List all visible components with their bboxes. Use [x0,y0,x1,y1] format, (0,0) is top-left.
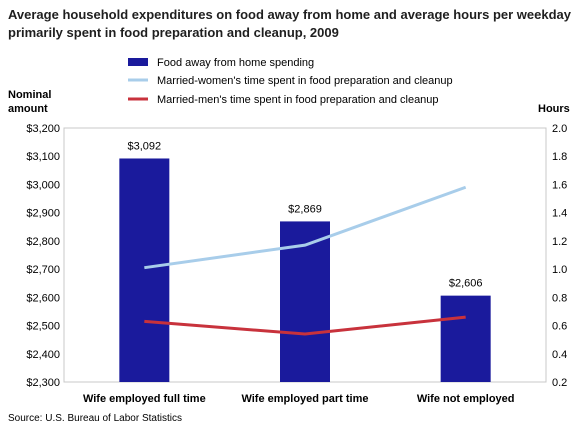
legend: Food away from home spending Married-wom… [128,57,453,106]
bar-wife-employed-full-time [119,158,170,382]
source-note: Source: U.S. Bureau of Labor Statistics [8,413,182,424]
line-married-men-s-time-spent-in-food-preparation-and-cleanup [144,315,466,336]
right-tick-label: 1.4 [552,208,567,220]
right-tick-label: 0.2 [552,377,567,389]
right-tick-label: 2.0 [552,123,567,135]
right-tick-label: 1.2 [552,236,567,248]
x-tick-label: Wife employed full time [83,393,206,405]
left-tick-label: $2,700 [26,264,60,276]
left-tick-label: $3,000 [26,179,60,191]
left-axis-label-line1: Nominal [8,89,51,101]
left-tick-label: $2,500 [26,321,60,333]
left-axis: $2,300 $2,400 $2,500 $2,600 $2,700 $2,800 $2,9… [26,123,60,389]
legend-label-men-time: Married-men's time spent in food prepara… [157,94,439,106]
left-tick-label: $2,300 [26,377,60,389]
line-series [144,185,467,336]
left-tick-label: $3,100 [26,151,60,163]
left-tick-label: $2,900 [26,208,60,220]
left-tick-label: $2,400 [26,349,60,361]
right-tick-label: 0.4 [552,349,567,361]
line-married-women-s-time-spent-in-food-preparation-and-cleanup [144,185,467,270]
right-tick-label: 0.6 [552,321,567,333]
left-tick-label: $2,600 [26,292,60,304]
left-tick-label: $3,200 [26,123,60,135]
right-tick-label: 1.8 [552,151,567,163]
legend-label-food-spending: Food away from home spending [157,57,314,69]
bar-data-labels: $3,092 $2,869 $2,606 [128,140,483,289]
left-axis-label-line2: amount [8,103,48,115]
bar-series [119,158,491,382]
right-tick-label: 0.8 [552,292,567,304]
left-tick-label: $2,800 [26,236,60,248]
legend-label-women-time: Married-women's time spent in food prepa… [157,75,453,87]
right-tick-label: 1.0 [552,264,567,276]
right-axis-label: Hours [538,103,570,115]
bar-data-label: $3,092 [128,140,162,152]
x-axis: Wife employed full time Wife employed par… [83,393,515,405]
chart-title: Average household expenditures on food a… [8,7,571,40]
bar-wife-not-employed [440,295,491,382]
right-axis: 0.2 0.4 0.6 0.8 1.0 1.2 1.4 1.6 1.8 2.0 [552,123,567,389]
right-tick-label: 1.6 [552,179,567,191]
x-tick-label: Wife not employed [417,393,515,405]
bar-data-label: $2,869 [288,203,322,215]
legend-swatch-food-spending [128,58,148,66]
bar-data-label: $2,606 [449,278,483,290]
x-tick-label: Wife employed part time [241,393,368,405]
